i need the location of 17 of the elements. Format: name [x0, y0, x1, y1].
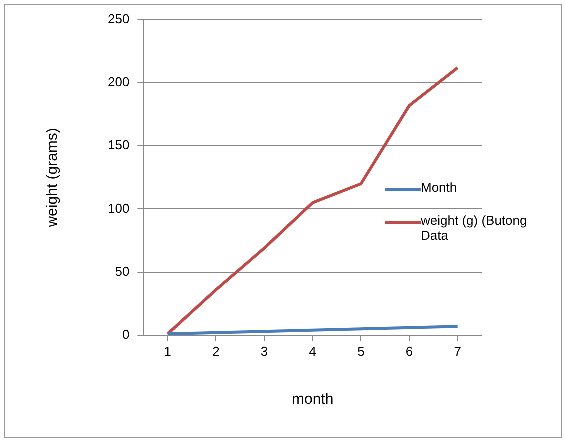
y-tick-label: 250 — [108, 12, 130, 27]
x-tick-label: 2 — [212, 344, 220, 359]
y-tick-label: 100 — [108, 200, 130, 216]
x-tick-label: 7 — [454, 344, 462, 359]
x-tick-label: 5 — [358, 344, 365, 359]
legend-label: Month — [421, 180, 458, 195]
y-tick-label: 150 — [108, 138, 130, 153]
y-tick-label: 200 — [108, 74, 130, 90]
x-tick-label: 6 — [406, 344, 414, 359]
x-axis-title: month — [292, 391, 334, 408]
x-tick-label: 1 — [164, 344, 172, 359]
y-tick-label: 0 — [122, 326, 130, 342]
x-tick-label: 4 — [309, 344, 316, 359]
y-tick-label: 50 — [115, 264, 130, 279]
y-axis-title: weight (grams) — [44, 128, 62, 228]
legend-label: weight (g) (Butong Data — [421, 213, 528, 243]
x-tick-label: 3 — [260, 344, 268, 359]
